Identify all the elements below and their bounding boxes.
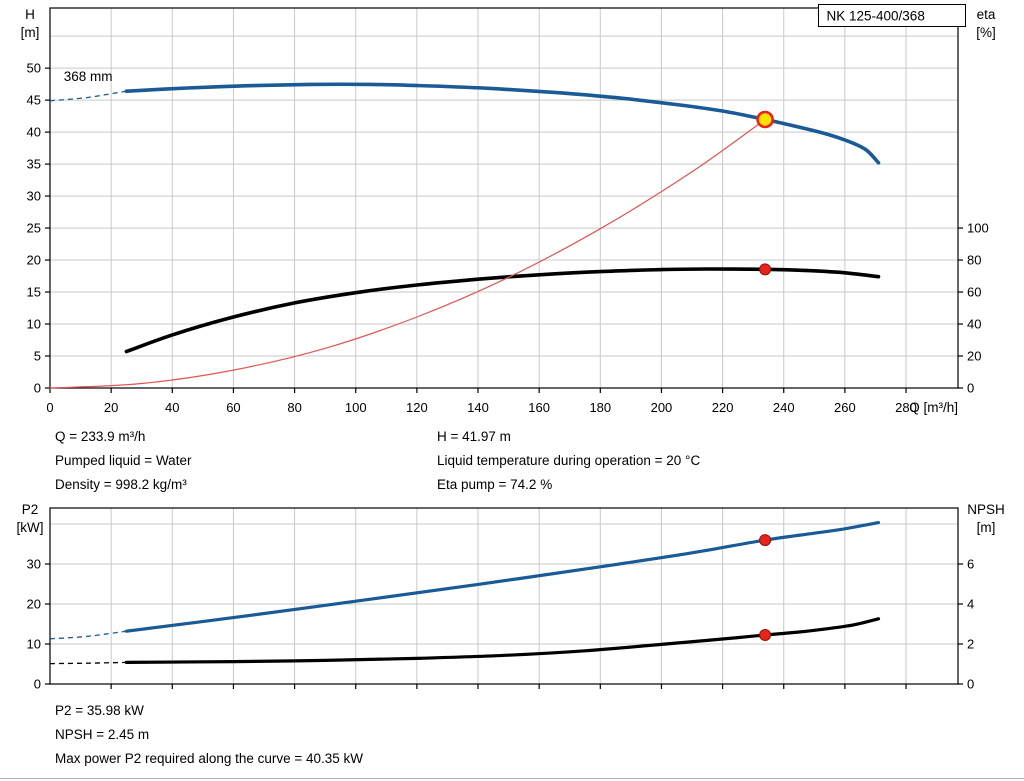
info-p2: P2 = 35.98 kW [55,702,144,718]
duty-point-p2[interactable] [759,534,772,547]
svg-text:6: 6 [967,557,974,572]
duty-info-block-right: H = 41.97 m Liquid temperature during op… [437,424,700,496]
info-head: H = 41.97 m [437,428,511,444]
x-axis-label: Q [m³/h] [909,400,958,415]
svg-text:140: 140 [467,400,489,415]
p2-curve-dashed [49,630,127,640]
plot-frame [49,507,959,685]
svg-text:100: 100 [967,221,989,236]
info-density: Density = 998.2 kg/m³ [55,476,187,492]
y-left-axis-name: H [25,7,35,22]
svg-text:100: 100 [345,400,367,415]
pump-model-box [818,4,966,27]
head-curve [124,82,881,165]
svg-text:180: 180 [589,400,611,415]
info-eta: Eta pump = 74.2 % [437,476,553,492]
y-right-axis-unit: [%] [976,25,996,40]
npsh-curve-dashed [49,661,127,665]
svg-text:0: 0 [46,400,53,415]
svg-text:20: 20 [967,349,981,364]
svg-text:45: 45 [27,93,41,108]
svg-text:30: 30 [27,189,41,204]
svg-text:240: 240 [773,400,795,415]
svg-text:2: 2 [967,637,974,652]
info-max-power: Max power P2 required along the curve = … [55,750,364,766]
svg-text:5: 5 [34,349,41,364]
power-info-block: P2 = 35.98 kW NPSH = 2.45 m Max power P2… [55,698,363,770]
svg-text:20: 20 [104,400,118,415]
plot-frame [49,7,959,389]
svg-text:60: 60 [226,400,240,415]
svg-text:220: 220 [712,400,734,415]
y-left-axis-name: P2 [22,502,39,517]
p2-curve [124,521,881,633]
svg-text:50: 50 [27,61,41,76]
svg-text:260: 260 [834,400,856,415]
svg-text:40: 40 [165,400,179,415]
svg-text:4: 4 [967,597,974,612]
y-left-axis-unit: [m] [21,25,40,40]
svg-text:40: 40 [27,125,41,140]
duty-point-npsh[interactable] [759,629,772,641]
svg-text:0: 0 [967,677,974,692]
duty-parabola [49,118,766,389]
info-npsh: NPSH = 2.45 m [55,726,150,742]
svg-text:60: 60 [967,285,981,300]
svg-text:120: 120 [406,400,428,415]
y-left-axis-unit: [kW] [17,520,44,535]
info-flow: Q = 233.9 m³/h [55,428,146,444]
duty-point-eta[interactable] [759,263,772,276]
svg-text:10: 10 [27,637,41,652]
svg-text:160: 160 [528,400,550,415]
svg-text:20: 20 [27,597,41,612]
svg-text:280: 280 [895,400,917,415]
duty-point-head[interactable] [756,110,774,129]
svg-text:0: 0 [967,381,974,396]
svg-text:25: 25 [27,221,41,236]
info-liquid: Pumped liquid = Water [55,452,192,468]
svg-text:35: 35 [27,157,41,172]
y-right-axis-unit: [m] [977,520,996,535]
y-right-axis-name: eta [977,7,996,22]
bottom-divider [0,778,1024,779]
efficiency-curve [124,267,881,354]
npsh-curve [124,617,881,664]
impeller-size-label: 368 mm [64,69,113,84]
svg-text:80: 80 [967,253,981,268]
svg-text:15: 15 [27,285,41,300]
qh-eta-chart: 0 5 10 15 20 25 30 35 40 45 50 0 20 40 60 80 100 0 20 40 60 8… [21,4,996,415]
pump-model-label: NK 125-400/368 [827,9,925,24]
svg-text:80: 80 [287,400,301,415]
y-right-axis-name: NPSH [967,502,1005,517]
duty-info-block-left: Q = 233.9 m³/h Pumped liquid = Water Den… [55,424,191,496]
svg-text:20: 20 [27,253,41,268]
svg-text:0: 0 [34,677,41,692]
info-temperature: Liquid temperature during operation = 20… [437,452,701,468]
svg-text:10: 10 [27,317,41,332]
svg-text:200: 200 [651,400,673,415]
svg-text:30: 30 [27,557,41,572]
head-curve-dashed [49,90,127,102]
svg-text:40: 40 [967,317,981,332]
p2-npsh-chart: 0 10 20 30 0 2 4 6 P2 [kW] NPSH [m] [17,502,1005,692]
svg-text:0: 0 [34,381,41,396]
